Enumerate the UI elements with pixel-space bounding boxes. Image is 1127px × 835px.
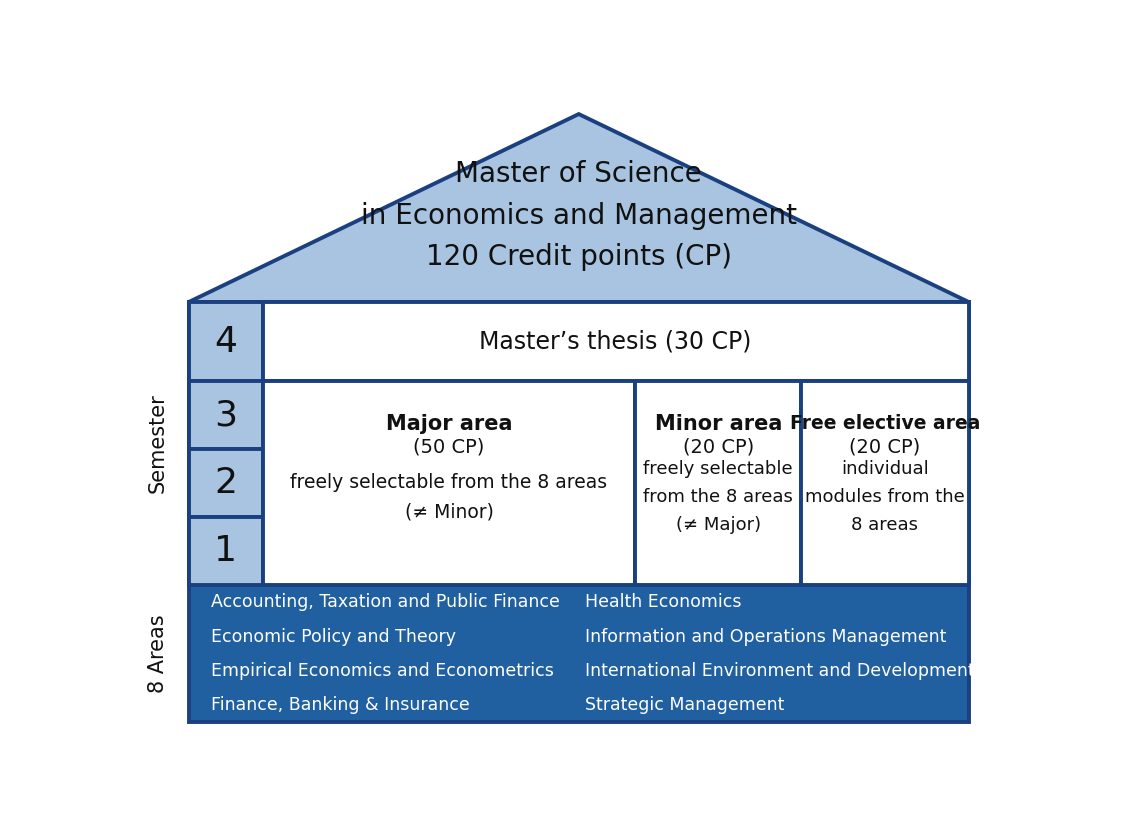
Text: Free elective area: Free elective area	[790, 414, 980, 433]
Text: Semester: Semester	[148, 394, 168, 493]
Text: 2: 2	[214, 466, 238, 500]
Bar	[189, 449, 263, 518]
Text: (20 CP): (20 CP)	[850, 438, 921, 456]
Text: Minor area: Minor area	[655, 413, 782, 433]
Text: individual
modules from the
8 areas: individual modules from the 8 areas	[805, 460, 965, 534]
Bar	[636, 382, 801, 585]
Bar	[189, 302, 968, 585]
Bar	[189, 518, 263, 585]
Polygon shape	[189, 114, 968, 302]
Bar	[189, 585, 968, 722]
Text: Master of Science
in Economics and Management
120 Credit points (CP): Master of Science in Economics and Manag…	[361, 160, 797, 271]
Text: Health Economics: Health Economics	[585, 594, 742, 611]
Text: Finance, Banking & Insurance: Finance, Banking & Insurance	[211, 696, 469, 714]
Bar	[263, 382, 636, 585]
Text: Strategic Management: Strategic Management	[585, 696, 784, 714]
Text: freely selectable from the 8 areas
(≠ Minor): freely selectable from the 8 areas (≠ Mi…	[291, 473, 607, 521]
Text: 4: 4	[214, 325, 238, 358]
Bar	[801, 382, 968, 585]
Text: 3: 3	[214, 398, 238, 433]
Bar	[263, 302, 968, 382]
Text: (50 CP): (50 CP)	[414, 438, 485, 456]
Text: 1: 1	[214, 534, 238, 569]
Text: (20 CP): (20 CP)	[683, 438, 754, 456]
Text: Empirical Economics and Econometrics: Empirical Economics and Econometrics	[211, 662, 553, 680]
Text: International Environment and Development Studies: International Environment and Developmen…	[585, 662, 1045, 680]
Text: 8 Areas: 8 Areas	[148, 615, 168, 693]
Bar	[189, 382, 263, 449]
Text: Major area: Major area	[385, 413, 512, 433]
Bar	[189, 302, 263, 382]
Text: Accounting, Taxation and Public Finance: Accounting, Taxation and Public Finance	[211, 594, 559, 611]
Text: freely selectable
from the 8 areas
(≠ Major): freely selectable from the 8 areas (≠ Ma…	[644, 460, 793, 534]
Text: Master’s thesis (30 CP): Master’s thesis (30 CP)	[479, 330, 752, 353]
Text: Economic Policy and Theory: Economic Policy and Theory	[211, 628, 455, 645]
Text: Information and Operations Management: Information and Operations Management	[585, 628, 947, 645]
